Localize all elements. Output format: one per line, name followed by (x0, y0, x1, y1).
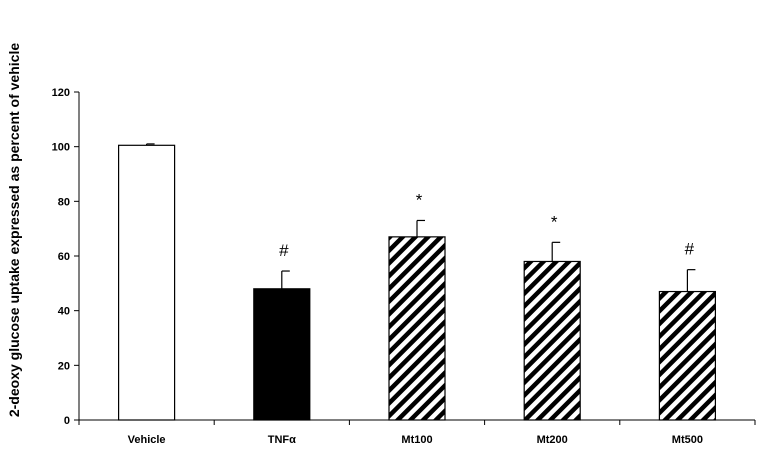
x-tick-label: Mt500 (672, 434, 703, 446)
x-tick-label: Vehicle (128, 434, 166, 446)
y-tick-label: 40 (58, 306, 70, 318)
chart-axes (74, 91, 756, 425)
significance-annotation: * (551, 212, 558, 231)
significance-annotation: # (279, 241, 289, 260)
y-tick-label: 120 (52, 87, 70, 99)
y-tick-label: 20 (58, 360, 70, 372)
chart-labels: 0 20 40 60 80 100 120 Vehicle TNFα # Mt100 * Mt200 * M… (52, 87, 703, 446)
y-tick-label: 80 (58, 196, 70, 208)
y-tick-label: 100 (52, 142, 70, 154)
x-tick-label: Mt100 (401, 434, 432, 446)
significance-annotation: * (416, 190, 423, 209)
bar-mt500 (658, 290, 717, 421)
y-tick-label: 0 (64, 415, 70, 427)
bar-tnfα (253, 288, 311, 421)
bar-mt200 (523, 260, 581, 421)
bar-vehicle (117, 144, 176, 421)
y-axis-title: 2-deoxy glucose uptake expressed as perc… (6, 43, 22, 417)
significance-annotation: # (685, 240, 695, 259)
chart-bars (117, 143, 717, 421)
x-tick-label: TNFα (268, 434, 296, 446)
x-tick-label: Mt200 (537, 434, 568, 446)
bar-mt100 (388, 236, 446, 421)
y-tick-label: 60 (58, 251, 70, 263)
